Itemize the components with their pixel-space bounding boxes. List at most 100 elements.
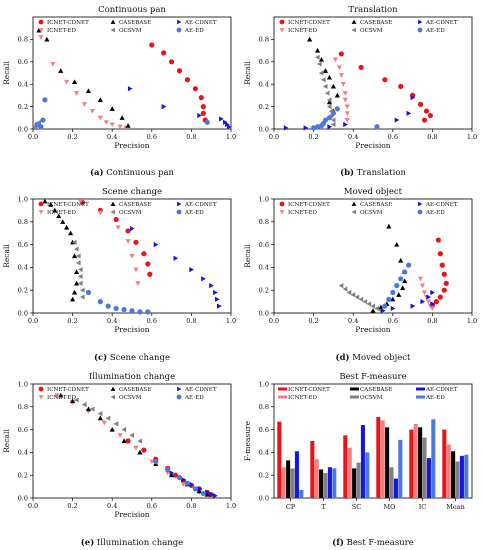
caption-letter: (e) bbox=[81, 537, 94, 548]
data-point-icnet_cdnet bbox=[443, 280, 449, 286]
legend-marker bbox=[177, 201, 182, 207]
data-point-ae_ed bbox=[38, 124, 44, 130]
x-tick-label: 0.8 bbox=[427, 133, 437, 141]
data-point-icnet_cdnet bbox=[113, 216, 119, 223]
data-point-icnet_cdnet bbox=[441, 287, 447, 293]
legend-entry: AE-ED bbox=[176, 394, 204, 401]
data-point-casebase bbox=[121, 438, 127, 444]
legend-swatch bbox=[416, 395, 425, 399]
data-point-icnet_cdnet bbox=[149, 42, 155, 48]
data-point-ocsvm bbox=[366, 301, 372, 307]
chart-panel-4: Illumination change 0.0 0.2 0.4 0.6 0.8 1.0 Rec… bbox=[2, 372, 236, 519]
legend-label: AE-CDNET bbox=[425, 387, 458, 393]
caption-letter: (c) bbox=[94, 352, 107, 363]
data-point-casebase bbox=[402, 278, 408, 284]
data-point-ae_cdnet bbox=[303, 125, 309, 131]
data-point-icnet_cdnet bbox=[200, 104, 206, 110]
data-point-ocsvm bbox=[374, 305, 380, 312]
y-tick-label: 1.0 bbox=[259, 380, 269, 388]
data-point-ae_ed bbox=[406, 262, 412, 268]
bar-icnet_cdnet bbox=[442, 429, 447, 498]
legend-label: OCSVM bbox=[119, 28, 142, 34]
legend-marker bbox=[177, 19, 182, 25]
y-axis-label: F-measure bbox=[243, 420, 252, 461]
data-point-ae_ed bbox=[386, 296, 392, 302]
data-point-icnet_ed bbox=[342, 97, 348, 103]
caption-letter: (f) bbox=[332, 537, 344, 548]
y-tick-label: 0.8 bbox=[18, 403, 28, 411]
data-point-casebase bbox=[125, 123, 131, 128]
x-tick-label: 0.0 bbox=[269, 317, 279, 325]
bar-casebase bbox=[418, 427, 423, 498]
legend-marker bbox=[417, 209, 423, 215]
legend-marker bbox=[38, 201, 44, 207]
data-point-casebase bbox=[119, 115, 125, 120]
data-point-ocsvm bbox=[75, 260, 81, 266]
data-point-icnet_ed bbox=[336, 65, 342, 70]
legend-swatch bbox=[350, 387, 359, 391]
data-point-icnet_ed bbox=[425, 299, 432, 305]
data-point-casebase bbox=[44, 36, 50, 42]
data-point-ae_cdnet bbox=[215, 296, 220, 302]
legend-entry: ICNET-CDNET bbox=[279, 19, 330, 26]
x-axis-label: Precision bbox=[114, 510, 149, 519]
data-point-casebase bbox=[71, 253, 78, 259]
legend-marker bbox=[38, 395, 44, 400]
data-point-icnet_ed bbox=[64, 79, 70, 85]
panel-caption: (b) Translation bbox=[340, 167, 406, 178]
data-point-ocsvm bbox=[350, 292, 356, 298]
data-point-icnet_ed bbox=[344, 111, 350, 116]
data-point-ae_cdnet bbox=[226, 124, 232, 130]
x-tick-label: T bbox=[321, 503, 326, 511]
x-axis-label: Precision bbox=[114, 325, 149, 334]
data-point-icnet_ed bbox=[421, 290, 428, 296]
data-point-icnet_cdnet bbox=[398, 83, 404, 90]
y-axis-label: Recall bbox=[2, 244, 11, 268]
data-point-icnet_cdnet bbox=[435, 237, 441, 243]
bar-icnet_cdnet bbox=[277, 421, 282, 498]
data-point-ae_ed bbox=[137, 309, 143, 315]
x-tick-label: 0.8 bbox=[427, 317, 437, 325]
data-point-icnet_cdnet bbox=[192, 86, 198, 92]
y-tick-label: 0.6 bbox=[259, 426, 269, 434]
legend-marker bbox=[417, 27, 423, 33]
x-tick-label: 1.0 bbox=[226, 502, 236, 510]
legend-entry: OCSVM bbox=[351, 209, 383, 216]
data-point-ae_ed bbox=[113, 305, 119, 312]
data-point-ae_ed bbox=[145, 309, 151, 315]
caption-text: Scene change bbox=[107, 353, 170, 363]
x-tick-label: IC bbox=[419, 503, 427, 511]
data-point-ocsvm bbox=[77, 280, 83, 286]
data-point-icnet_ed bbox=[133, 267, 139, 273]
data-point-casebase bbox=[169, 472, 175, 478]
chart-panel-0: Continuous pan 0.0 0.2 0.4 0.6 0.8 Recall 0.0 0.… bbox=[2, 5, 236, 150]
x-axis-label: Precision bbox=[355, 325, 390, 334]
data-point-ae_cdnet bbox=[380, 308, 386, 314]
x-tick-label: 0.4 bbox=[107, 133, 117, 141]
data-point-icnet_cdnet bbox=[433, 299, 439, 305]
legend-label: ICNET-ED bbox=[47, 210, 76, 216]
data-point-ae_ed bbox=[394, 283, 400, 289]
data-point-icnet_ed bbox=[165, 470, 171, 476]
data-point-icnet_cdnet bbox=[184, 77, 191, 83]
legend-swatch bbox=[278, 387, 287, 391]
legend-label: ICNET-CDNET bbox=[47, 202, 89, 208]
legend-entry: ICNET-CDNET bbox=[38, 19, 89, 26]
data-point-casebase bbox=[58, 392, 64, 398]
bar-icnet_cdnet bbox=[376, 417, 381, 498]
y-tick-label: 0.4 bbox=[259, 449, 269, 457]
data-point-casebase bbox=[42, 198, 48, 204]
data-point-ae_ed bbox=[334, 106, 340, 112]
legend-label: ICNET-CDNET bbox=[47, 387, 89, 393]
bar-ae_ed bbox=[398, 439, 403, 498]
data-point-casebase bbox=[58, 68, 64, 73]
legend-entry: AE-ED bbox=[417, 209, 445, 216]
x-tick-label: 0.6 bbox=[147, 317, 157, 325]
chart-panel-2: Scene change 0.0 0.2 0.4 0.6 0.8 1.0 Recall 0.0 0… bbox=[2, 187, 236, 334]
data-point-icnet_cdnet bbox=[169, 59, 175, 65]
data-point-ae_cdnet bbox=[189, 267, 194, 273]
data-point-ae_ed bbox=[105, 303, 111, 309]
caption-letter: (a) bbox=[90, 167, 104, 178]
data-point-ae_cdnet bbox=[213, 493, 218, 499]
data-point-ae_cdnet bbox=[129, 226, 135, 232]
